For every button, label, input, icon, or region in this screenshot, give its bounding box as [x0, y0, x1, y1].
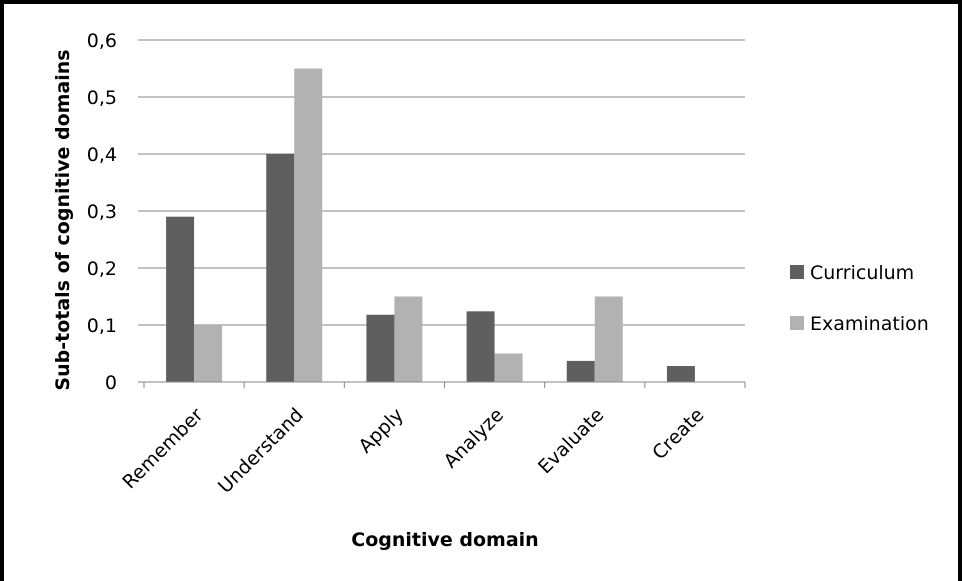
- bar-curriculum-apply: [366, 314, 395, 382]
- x-tick-marks: [143, 382, 746, 388]
- legend-label-curriculum: Curriculum: [810, 262, 914, 284]
- bar-curriculum-create: [666, 366, 695, 382]
- y-tick-label: 0: [105, 372, 117, 394]
- x-tick-label-remember: Remember: [118, 404, 207, 493]
- x-tick-label-understand: Understand: [214, 404, 308, 498]
- gridlines: [138, 39, 745, 326]
- legend-swatch-curriculum: [790, 265, 804, 279]
- x-tick-label-analyze: Analyze: [440, 404, 509, 473]
- y-tick-label: 0,3: [87, 201, 117, 223]
- x-tick-label-create: Create: [648, 404, 708, 464]
- bar-curriculum-remember: [166, 216, 195, 382]
- y-axis-title: Sub-totals of cognitive domains: [52, 49, 74, 390]
- bar-curriculum-understand: [266, 154, 295, 382]
- x-tick-label-apply: Apply: [354, 404, 407, 457]
- bar-examination-understand: [294, 68, 323, 382]
- x-tick-labels: Remember Understand Apply Analyze Evaluate Cr…: [118, 404, 708, 498]
- y-tick-label: 0,5: [87, 87, 117, 109]
- bar-examination-analyze: [494, 353, 523, 382]
- y-tick-label: 0,2: [87, 258, 117, 280]
- y-tick-label: 0,4: [87, 144, 117, 166]
- x-tick-label-evaluate: Evaluate: [534, 404, 608, 478]
- legend: Curriculum Examination: [790, 262, 929, 335]
- legend-swatch-examination: [790, 316, 804, 330]
- legend-label-examination: Examination: [810, 313, 929, 335]
- bar-examination-evaluate: [594, 296, 623, 382]
- y-tick-labels: 0 0,1 0,2 0,3 0,4 0,5 0,6: [87, 30, 117, 394]
- bar-examination-remember: [194, 325, 223, 382]
- x-axis-title: Cognitive domain: [351, 529, 538, 551]
- y-tick-label: 0,1: [87, 315, 117, 337]
- bar-curriculum-analyze: [466, 311, 495, 382]
- bar-examination-apply: [394, 296, 423, 382]
- bar-curriculum-evaluate: [566, 360, 595, 382]
- bars: [166, 68, 695, 382]
- y-tick-label: 0,6: [87, 30, 117, 52]
